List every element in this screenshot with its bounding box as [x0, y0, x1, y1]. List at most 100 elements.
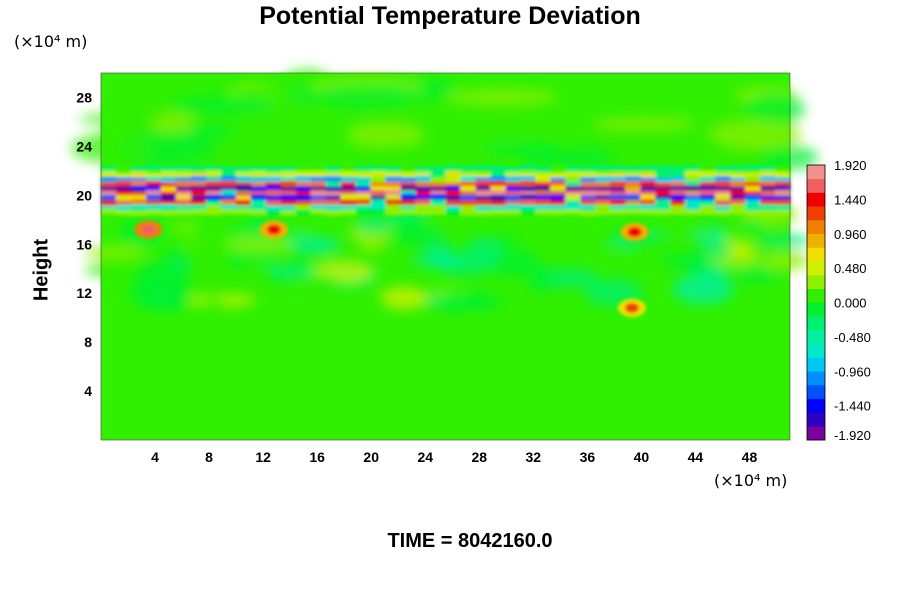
band-cell [250, 191, 267, 197]
band-cell [715, 186, 731, 192]
band-cell [520, 186, 536, 192]
band-cell [730, 186, 746, 193]
band-cell [535, 176, 551, 182]
band-cell [160, 204, 177, 210]
y-tick-label: 4 [84, 383, 92, 399]
band-cell [160, 186, 177, 193]
band-cell [565, 191, 581, 197]
band-cell [175, 177, 192, 183]
band-cell [190, 181, 207, 187]
band-cell [190, 199, 207, 205]
band-cell [460, 195, 477, 201]
anomaly-patch [259, 220, 288, 239]
texture-blob [740, 219, 765, 234]
colorbar-tick-label: 0.480 [834, 261, 867, 276]
band-cell [310, 199, 327, 206]
band-cell [400, 200, 417, 206]
band-cell [370, 165, 387, 172]
y-axis-unit: (×10⁴ m) [14, 32, 88, 51]
band-cell [370, 204, 387, 210]
band-cell [685, 204, 701, 210]
band-cell [715, 190, 731, 197]
band-cell [415, 191, 432, 197]
band-cell [625, 194, 641, 200]
band-cell [520, 175, 536, 182]
band-cell [640, 199, 656, 205]
band-cell [685, 180, 701, 187]
x-tick-label: 4 [151, 449, 159, 465]
band-cell [280, 190, 297, 197]
band-cell [430, 204, 447, 211]
band-cell [101, 191, 117, 197]
band-cell [235, 166, 252, 172]
band-cell [640, 186, 656, 193]
texture-blob [288, 236, 341, 254]
band-cell [370, 171, 387, 177]
band-cell [280, 194, 297, 201]
band-cell [565, 181, 581, 187]
band-cell [475, 199, 492, 206]
band-cell [505, 191, 521, 197]
colorbar-segment [807, 165, 825, 180]
band-cell [490, 200, 507, 207]
band-cell [280, 171, 297, 177]
band-cell [535, 199, 551, 205]
band-cell [565, 209, 581, 215]
band-cell [145, 185, 162, 191]
band-cell [475, 205, 492, 211]
band-cell [175, 171, 192, 177]
band-cell [205, 181, 222, 187]
band-cell [685, 185, 701, 191]
band-cell [280, 200, 297, 206]
band-cell [265, 166, 282, 172]
band-cell [310, 171, 327, 177]
band-cell [250, 186, 267, 192]
band-cell [775, 166, 791, 172]
band-cell [355, 204, 372, 210]
band-cell [280, 180, 297, 187]
band-cell [640, 209, 656, 215]
texture-blob [672, 274, 735, 305]
band-cell [130, 195, 147, 201]
band-cell [415, 210, 432, 216]
band-cell [685, 209, 701, 216]
band-cell [760, 170, 776, 177]
band-cell [220, 199, 237, 205]
band-cell [280, 210, 297, 216]
band-cell [505, 204, 521, 210]
band-cell [175, 181, 192, 187]
band-cell [160, 210, 177, 216]
band-cell [115, 205, 132, 211]
band-cell [355, 190, 372, 197]
band-cell [160, 182, 177, 188]
time-label: TIME = 8042160.0 [387, 530, 553, 552]
y-tick-label: 24 [76, 138, 92, 154]
band-cell [220, 172, 237, 178]
band-cell [685, 176, 701, 183]
band-cell [160, 171, 177, 177]
band-cell [775, 190, 791, 196]
band-cell [565, 185, 581, 192]
band-cell [325, 182, 342, 188]
band-cell [400, 191, 417, 197]
band-cell [520, 209, 536, 215]
band-cell [160, 191, 177, 197]
y-tick-label: 20 [76, 187, 92, 203]
band-cell [730, 204, 746, 210]
colorbar-tick-label: 1.920 [834, 158, 867, 173]
band-cell [205, 200, 222, 207]
band-cell [325, 199, 342, 205]
band-cell [700, 190, 716, 196]
x-tick-label: 32 [526, 449, 542, 465]
band-cell [130, 166, 147, 172]
band-cell [460, 205, 477, 211]
texture-blob [393, 141, 491, 171]
band-cell [190, 195, 207, 202]
x-tick-label: 20 [363, 449, 379, 465]
band-cell [610, 199, 626, 206]
band-cell [430, 199, 447, 205]
band-cell [340, 182, 357, 188]
band-cell [205, 165, 222, 171]
band-cell [235, 172, 252, 178]
band-cell [295, 165, 312, 172]
